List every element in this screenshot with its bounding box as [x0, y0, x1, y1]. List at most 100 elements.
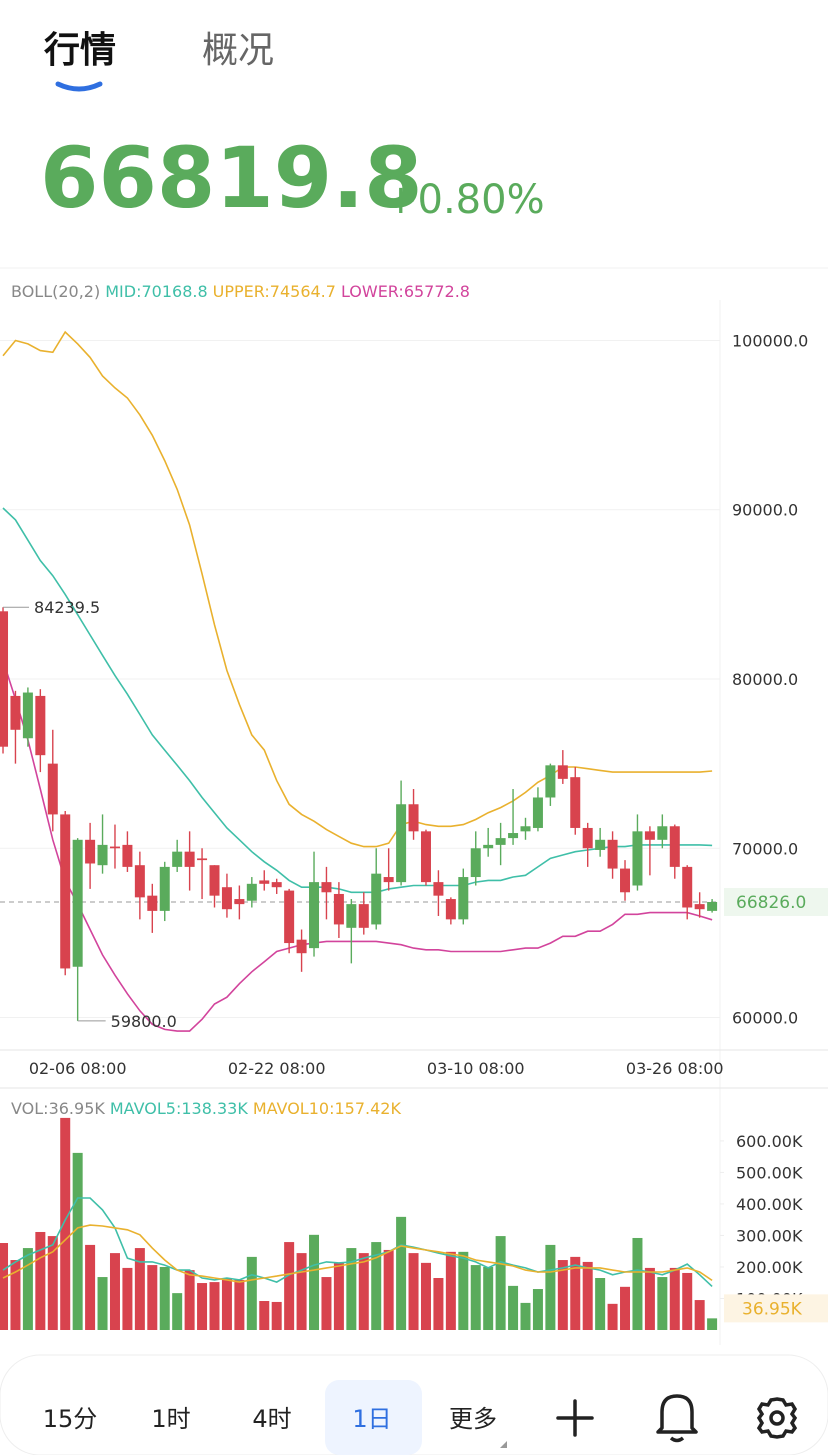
- volume-bar: [147, 1265, 158, 1330]
- tab-active[interactable]: 行情: [44, 30, 116, 71]
- candle-body: [620, 868, 631, 893]
- volume-bar: [0, 1243, 9, 1330]
- interval[interactable]: 15分: [43, 1405, 98, 1433]
- interval[interactable]: 4时: [252, 1405, 291, 1433]
- x-tick-label: 03-26 08:00: [626, 1059, 724, 1078]
- last-volume-bg: [724, 1294, 828, 1323]
- volume-bar: [545, 1244, 556, 1330]
- volume-bar: [72, 1152, 83, 1330]
- candle-body: [582, 827, 593, 849]
- volume-bar: [85, 1244, 96, 1330]
- interval-selected[interactable]: 1日: [352, 1405, 391, 1433]
- volume-bar: [134, 1248, 145, 1330]
- candle-body: [134, 865, 145, 898]
- y-tick-label: 90000.0: [732, 501, 798, 520]
- candle-body: [122, 844, 133, 867]
- volume-bar: [35, 1231, 46, 1330]
- volume-bar: [22, 1248, 33, 1330]
- legend-entry: MAVOL5:138.33K: [110, 1099, 248, 1118]
- high-annotation: 84239.5: [34, 598, 100, 617]
- volume-bar: [221, 1278, 232, 1330]
- candle-body: [47, 763, 58, 815]
- candle-body: [470, 848, 481, 878]
- candle-body: [284, 890, 295, 944]
- indicator-line: [2, 1197, 713, 1287]
- volume-bar: [97, 1277, 108, 1330]
- candle-body: [271, 882, 282, 888]
- volume-bar: [657, 1277, 668, 1330]
- bell-icon[interactable]: [656, 1394, 698, 1443]
- legend-entry: UPPER:74564.7: [213, 282, 336, 301]
- volume-bar: [620, 1286, 631, 1330]
- candle-body: [22, 692, 33, 739]
- low-annotation: 59800.0: [111, 1012, 177, 1031]
- candle-body: [371, 873, 382, 925]
- volume-bar: [396, 1216, 407, 1330]
- candle-body: [85, 839, 96, 864]
- volume-bar: [607, 1303, 618, 1330]
- volume-bar: [371, 1242, 382, 1330]
- candle-body: [508, 833, 519, 839]
- volume-bar: [433, 1278, 444, 1330]
- candle-body: [172, 851, 183, 867]
- indicator-line: [2, 1224, 713, 1283]
- y-tick-label: 80000.0: [732, 670, 798, 689]
- candle-body: [644, 831, 655, 840]
- candle-body: [632, 831, 643, 886]
- more-arrow: [500, 1441, 507, 1448]
- candle-body: [209, 865, 220, 896]
- candle-body: [433, 882, 444, 896]
- volume-bar: [570, 1256, 581, 1330]
- y-tick-label: 60000.0: [732, 1009, 798, 1028]
- volume-bar: [358, 1253, 369, 1330]
- candles: [0, 607, 718, 1021]
- volume-bar: [420, 1262, 431, 1330]
- x-tick-label: 03-10 08:00: [427, 1059, 525, 1078]
- candle-body: [595, 839, 606, 850]
- candle-body: [221, 887, 232, 910]
- candle-body: [246, 883, 257, 901]
- volume-bar: [271, 1301, 282, 1330]
- candle-body: [0, 611, 9, 747]
- candle-body: [321, 882, 332, 893]
- candle-body: [358, 904, 369, 928]
- candle-body: [495, 838, 506, 845]
- volume-bar: [632, 1237, 643, 1330]
- last-volume-label: 36.95K: [742, 1299, 803, 1319]
- interval[interactable]: 1时: [151, 1405, 190, 1433]
- volume-bar: [60, 1117, 71, 1330]
- volume-bar: [309, 1234, 320, 1330]
- legend-entry: LOWER:65772.8: [341, 282, 470, 301]
- candle-body: [483, 844, 494, 849]
- candle-body: [396, 804, 407, 883]
- y-tick-label: 300.00K: [736, 1226, 803, 1245]
- volume-bar: [458, 1251, 469, 1330]
- candle-body: [35, 695, 46, 756]
- volume-bar: [595, 1278, 606, 1330]
- volume-bar: [333, 1262, 344, 1330]
- candle-body: [458, 877, 469, 920]
- volume-bar: [707, 1318, 718, 1330]
- legend-entry: MAVOL10:157.42K: [253, 1099, 402, 1118]
- volume-bar: [234, 1279, 245, 1330]
- volume-bar: [47, 1236, 58, 1330]
- tab[interactable]: 概况: [202, 30, 274, 71]
- volume-bar: [557, 1260, 568, 1330]
- candle-body: [259, 880, 270, 884]
- candle-body: [184, 851, 195, 867]
- x-tick-label: 02-22 08:00: [228, 1059, 326, 1078]
- volume-bar: [346, 1248, 357, 1330]
- candle-body: [520, 826, 531, 832]
- volume-bar: [246, 1256, 257, 1330]
- volume-bar: [284, 1242, 295, 1330]
- settings-icon[interactable]: [756, 1397, 798, 1439]
- y-tick-label: 200.00K: [736, 1258, 803, 1277]
- indicator-line: [2, 660, 713, 1032]
- more[interactable]: 更多: [449, 1405, 497, 1433]
- legend: BOLL(20,2) MID:70168.8 UPPER:74564.7 LOWER:…: [11, 282, 470, 301]
- candle-body: [60, 814, 71, 969]
- add-icon[interactable]: [556, 1399, 594, 1437]
- legend: VOL:36.95K MAVOL5:138.33K MAVOL10:157.42K: [11, 1099, 401, 1118]
- volume-bar: [669, 1267, 680, 1330]
